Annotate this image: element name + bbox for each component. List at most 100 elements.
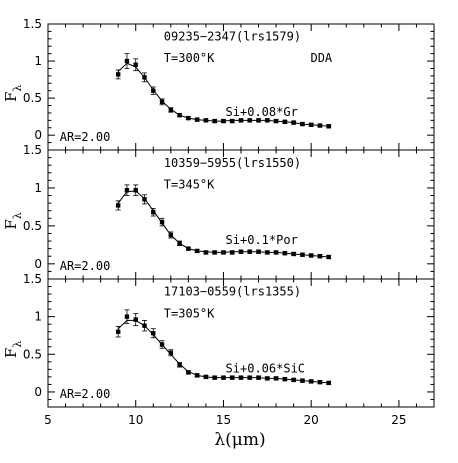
panel-temperature-label: T=305°K <box>164 306 215 320</box>
data-point <box>326 380 331 386</box>
data-point <box>212 118 217 124</box>
data-point <box>186 115 191 121</box>
panel-method-label: DDA <box>310 51 332 65</box>
data-point <box>282 251 288 256</box>
data-point <box>177 112 182 118</box>
data-point <box>159 219 165 225</box>
data-point <box>291 120 296 125</box>
x-tick-label: 25 <box>391 413 406 427</box>
data-point <box>186 370 191 375</box>
y-tick-label: 0.5 <box>23 219 42 233</box>
panel-axial-ratio-label: AR=2.00 <box>60 387 111 401</box>
y-axis-label: Fλ <box>2 341 24 358</box>
data-point <box>177 362 182 368</box>
y-tick-label: 1 <box>34 54 42 68</box>
data-point <box>256 249 261 254</box>
y-axis-label: Fλ <box>2 85 24 102</box>
data-point <box>212 250 217 255</box>
data-point <box>124 314 130 319</box>
data-point <box>133 188 138 193</box>
data-point <box>282 376 288 382</box>
y-tick-label: 1 <box>34 310 42 324</box>
data-point <box>265 118 270 123</box>
x-tick-label: 15 <box>216 413 231 427</box>
panel-source-label: 10359−5955(lrs1550) <box>164 156 301 170</box>
data-point <box>168 350 174 355</box>
data-point <box>300 252 305 257</box>
y-axis-label-sub: λ <box>11 85 24 92</box>
y-tick-label: 1 <box>34 181 42 195</box>
data-point <box>300 121 305 127</box>
data-point <box>230 250 235 255</box>
data-point <box>256 118 261 123</box>
y-axis-label-sub: λ <box>11 341 24 348</box>
data-point <box>203 250 209 255</box>
data-point <box>291 251 296 257</box>
data-point <box>159 342 165 347</box>
panel-temperature-label: T=300°K <box>164 51 215 65</box>
y-tick-label: 0 <box>34 128 42 142</box>
data-point <box>308 122 314 127</box>
data-point <box>142 323 147 328</box>
data-point <box>238 375 244 380</box>
data-point <box>168 107 174 113</box>
y-tick-label: 0.5 <box>23 91 42 105</box>
data-point <box>194 248 200 254</box>
y-tick-label: 1.5 <box>23 17 42 31</box>
data-point <box>273 118 279 124</box>
data-point <box>230 118 235 124</box>
data-point <box>273 250 279 255</box>
data-point <box>194 117 200 122</box>
data-point <box>273 376 279 381</box>
data-point <box>265 250 270 255</box>
data-point <box>151 210 156 215</box>
y-tick-label: 0 <box>34 385 42 399</box>
y-axis-label-sub: λ <box>11 212 24 219</box>
x-tick-label: 10 <box>128 413 143 427</box>
data-point <box>317 123 323 128</box>
data-point <box>247 375 252 380</box>
data-point <box>230 375 235 380</box>
y-tick-label: 0.5 <box>23 347 42 361</box>
data-point <box>151 88 156 93</box>
data-point <box>317 254 323 259</box>
data-point <box>133 317 138 322</box>
x-tick-label: 20 <box>304 413 319 427</box>
data-point <box>221 118 226 124</box>
panel-axial-ratio-label: AR=2.00 <box>60 259 111 273</box>
data-point <box>221 250 226 255</box>
data-point <box>238 249 244 254</box>
data-point <box>326 124 331 129</box>
data-point <box>212 375 217 380</box>
data-point <box>221 375 226 380</box>
data-point <box>282 119 288 125</box>
panel-model-label: Si+0.06*SiC <box>226 361 305 375</box>
panel-temperature-label: T=345°K <box>164 178 215 192</box>
data-point <box>151 331 156 336</box>
data-point <box>247 249 252 254</box>
data-point <box>142 75 147 80</box>
data-point <box>124 188 130 193</box>
data-point <box>247 118 252 123</box>
data-point <box>308 379 314 384</box>
data-point <box>265 376 270 381</box>
y-axis-label-main: F <box>2 92 20 102</box>
data-point <box>194 373 200 378</box>
data-point <box>308 253 314 258</box>
data-point <box>124 58 130 64</box>
data-point <box>133 62 138 67</box>
panel-axial-ratio-label: AR=2.00 <box>60 130 111 144</box>
data-point <box>168 232 174 238</box>
x-tick-label: 5 <box>44 413 52 427</box>
panel-model-label: Si+0.1*Por <box>226 233 298 247</box>
data-point <box>115 72 121 77</box>
data-point <box>300 378 305 383</box>
data-point <box>159 99 165 105</box>
y-axis-label: Fλ <box>2 212 24 229</box>
x-axis-label: λ(μm) <box>214 430 265 450</box>
y-axis-label-main: F <box>2 348 20 358</box>
data-point <box>238 118 244 123</box>
panel-source-label: 17103−0559(lrs1355) <box>164 285 301 299</box>
data-point <box>186 246 191 251</box>
